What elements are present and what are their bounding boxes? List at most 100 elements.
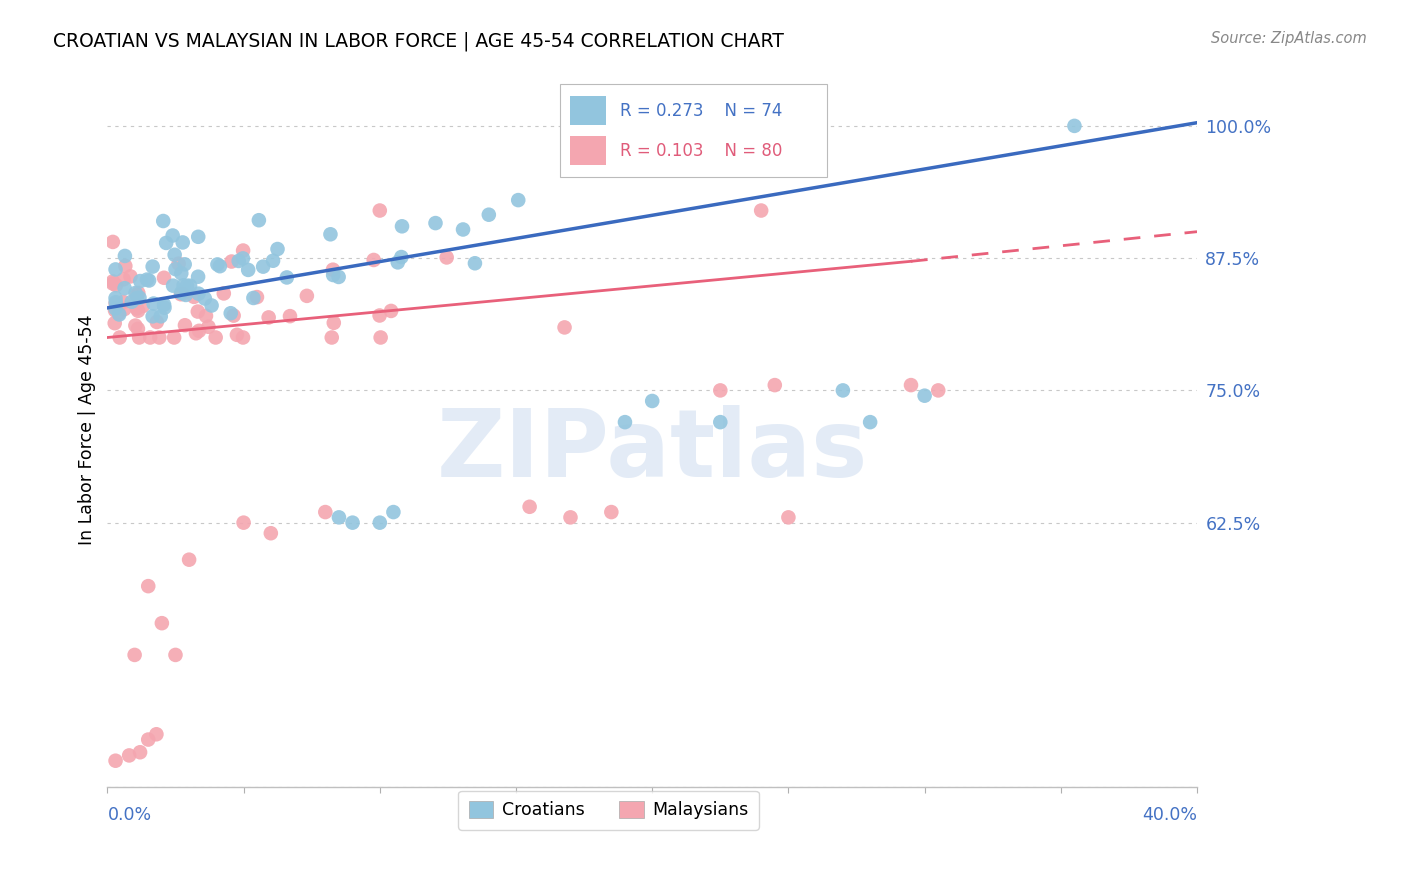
Point: [114, 249, 136, 263]
Point: [221, 254, 243, 268]
Point: [257, 310, 280, 325]
Text: R = 0.103    N = 80: R = 0.103 N = 80: [620, 142, 782, 160]
Text: Source: ZipAtlas.com: Source: ZipAtlas.com: [1211, 31, 1367, 46]
Point: [170, 287, 193, 301]
Point: [153, 270, 176, 285]
Point: [173, 278, 195, 293]
Point: [322, 262, 344, 277]
Point: [170, 285, 193, 300]
Point: [107, 306, 129, 320]
Point: [266, 242, 288, 256]
Point: [226, 327, 249, 342]
Point: [104, 754, 127, 768]
Point: [108, 330, 131, 344]
Point: [319, 227, 342, 242]
Point: [139, 330, 162, 344]
Point: [163, 330, 186, 344]
Point: [1063, 119, 1085, 133]
Point: [125, 301, 148, 316]
Point: [208, 259, 231, 273]
Point: [314, 505, 336, 519]
Point: [194, 292, 217, 306]
Point: [104, 278, 127, 293]
Point: [174, 318, 197, 333]
Point: [129, 274, 152, 288]
Point: [136, 732, 159, 747]
Point: [101, 235, 124, 249]
Point: [238, 263, 260, 277]
Point: [194, 309, 217, 323]
Point: [508, 193, 530, 207]
Point: [187, 286, 209, 301]
Point: [176, 278, 198, 293]
Point: [219, 306, 242, 320]
Point: [104, 301, 127, 316]
Point: [183, 290, 205, 304]
Point: [155, 235, 177, 250]
Point: [778, 510, 800, 524]
Point: [152, 214, 174, 228]
Point: [749, 161, 772, 176]
FancyBboxPatch shape: [560, 84, 827, 177]
Point: [212, 286, 235, 301]
Point: [177, 552, 200, 566]
Point: [228, 254, 250, 268]
Point: [295, 289, 318, 303]
Point: [187, 304, 209, 318]
Point: [142, 296, 165, 310]
Point: [232, 252, 254, 266]
Point: [146, 315, 169, 329]
Point: [342, 516, 364, 530]
Point: [128, 291, 150, 305]
Bar: [571, 136, 606, 165]
Text: 40.0%: 40.0%: [1142, 806, 1197, 824]
Point: [519, 500, 541, 514]
Point: [114, 301, 136, 316]
Point: [368, 309, 391, 323]
Point: [328, 269, 350, 284]
Point: [613, 415, 636, 429]
Point: [162, 278, 184, 293]
Point: [149, 310, 172, 324]
Point: [184, 326, 207, 341]
Point: [114, 259, 136, 273]
Point: [321, 330, 343, 344]
Point: [260, 526, 283, 541]
Point: [136, 272, 159, 286]
Point: [246, 290, 269, 304]
Point: [709, 384, 731, 398]
Point: [142, 260, 165, 274]
Point: [554, 320, 576, 334]
Point: [478, 208, 501, 222]
Point: [124, 318, 146, 333]
Point: [368, 516, 391, 530]
Point: [900, 378, 922, 392]
Point: [560, 510, 582, 524]
Point: [112, 295, 135, 310]
Point: [276, 270, 298, 285]
Point: [382, 505, 405, 519]
Point: [252, 260, 274, 274]
Point: [167, 257, 190, 271]
Point: [153, 298, 176, 312]
Point: [380, 304, 402, 318]
Point: [187, 269, 209, 284]
Point: [104, 316, 127, 330]
Point: [247, 213, 270, 227]
Point: [363, 252, 385, 267]
Point: [132, 299, 155, 313]
Point: [436, 251, 458, 265]
Point: [114, 281, 136, 295]
Point: [125, 291, 148, 305]
Point: [232, 244, 254, 258]
Point: [278, 309, 301, 323]
Point: [173, 257, 195, 271]
Point: [391, 219, 413, 234]
Point: [165, 648, 187, 662]
Point: [368, 203, 391, 218]
Point: [927, 384, 949, 398]
Point: [179, 278, 201, 293]
Point: [222, 309, 245, 323]
Point: [709, 415, 731, 429]
Point: [232, 330, 254, 344]
